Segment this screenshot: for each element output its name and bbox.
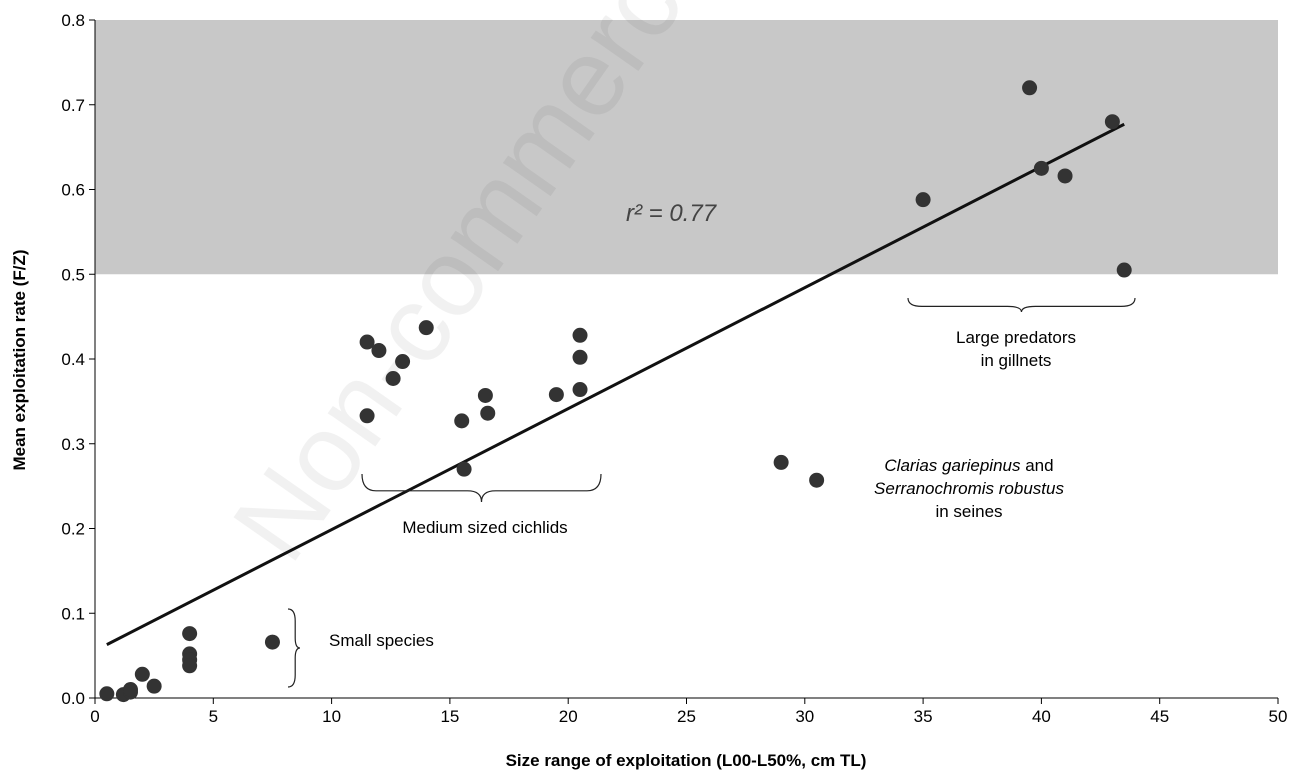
data-point <box>371 343 387 359</box>
y-tick-label: 0.8 <box>61 11 85 30</box>
trendline-layer <box>106 122 1125 646</box>
data-point <box>915 192 931 208</box>
data-point <box>359 334 375 350</box>
y-tick-label: 0.1 <box>61 604 85 623</box>
shaded-region <box>95 20 1278 275</box>
species-clarias: Clarias gariepinus <box>884 456 1021 475</box>
y-tick-label: 0.3 <box>61 435 85 454</box>
x-tick-label: 50 <box>1269 707 1288 726</box>
y-tick-label: 0.6 <box>61 181 85 200</box>
points-layer <box>99 80 1132 703</box>
data-point <box>182 658 198 674</box>
data-point <box>182 626 198 642</box>
data-point <box>1022 80 1038 96</box>
data-point <box>1104 114 1120 130</box>
brace-medium-cichlids <box>361 473 602 503</box>
data-point <box>395 354 411 370</box>
annotation-seines-line3: in seines <box>935 502 1002 521</box>
y-tick-label: 0.0 <box>61 689 85 708</box>
x-tick-label: 20 <box>559 707 578 726</box>
data-point <box>480 405 496 421</box>
data-point <box>456 461 472 477</box>
annotation-small-species: Small species <box>329 631 434 650</box>
data-point <box>809 472 825 488</box>
data-point <box>548 387 564 403</box>
data-point <box>1057 168 1073 184</box>
data-point <box>1033 160 1049 176</box>
annotation-large-predators-line2: in gillnets <box>981 351 1052 370</box>
y-tick-label: 0.7 <box>61 96 85 115</box>
x-tick-label: 0 <box>90 707 99 726</box>
shaded-region-layer <box>95 20 1278 275</box>
annotation-seines-line1: Clarias gariepinus and <box>884 456 1053 475</box>
x-axis-label: Size range of exploitation (L00-L50%, cm… <box>506 751 867 770</box>
data-point <box>146 678 162 694</box>
x-tick-label: 5 <box>209 707 218 726</box>
x-tick-label: 10 <box>322 707 341 726</box>
x-tick-label: 45 <box>1150 707 1169 726</box>
y-tick-label: 0.5 <box>61 265 85 284</box>
data-point <box>99 686 115 702</box>
data-point <box>477 387 493 403</box>
x-tick-label: 15 <box>440 707 459 726</box>
x-tick-label: 35 <box>914 707 933 726</box>
data-point <box>359 408 375 424</box>
r-squared-label: r² = 0.77 <box>626 200 718 227</box>
y-axis-label: Mean exploitation rate (F/Z) <box>10 249 29 470</box>
x-tick-label: 40 <box>1032 707 1051 726</box>
brace-large-predators <box>907 297 1136 313</box>
data-point <box>454 413 470 429</box>
data-point <box>572 327 588 343</box>
data-point <box>418 320 434 336</box>
y-tick-label: 0.4 <box>61 350 85 369</box>
data-point <box>122 682 138 698</box>
data-point <box>134 666 150 682</box>
brace-small-species <box>287 608 301 688</box>
x-tick-label: 30 <box>795 707 814 726</box>
data-point <box>572 382 588 398</box>
x-tick-label: 25 <box>677 707 696 726</box>
data-point <box>1116 262 1132 278</box>
trendline <box>106 122 1125 646</box>
data-point <box>773 454 789 470</box>
braces-layer <box>287 297 1136 688</box>
annotation-seines-line2: Serranochromis robustus <box>874 479 1064 498</box>
data-point <box>385 370 401 386</box>
data-point <box>572 349 588 365</box>
tick-labels-layer: 0 5 10 15 20 25 30 35 40 45 50 0.0 0.1 0.2 0.3 0.4 0.5 0.… <box>61 11 1287 726</box>
data-point <box>264 634 280 650</box>
annotation-medium-cichlids: Medium sized cichlids <box>402 518 567 537</box>
axes-layer <box>89 19 1279 704</box>
y-tick-label: 0.2 <box>61 520 85 539</box>
species-and: and <box>1020 456 1053 475</box>
annotation-large-predators-line1: Large predators <box>956 328 1076 347</box>
